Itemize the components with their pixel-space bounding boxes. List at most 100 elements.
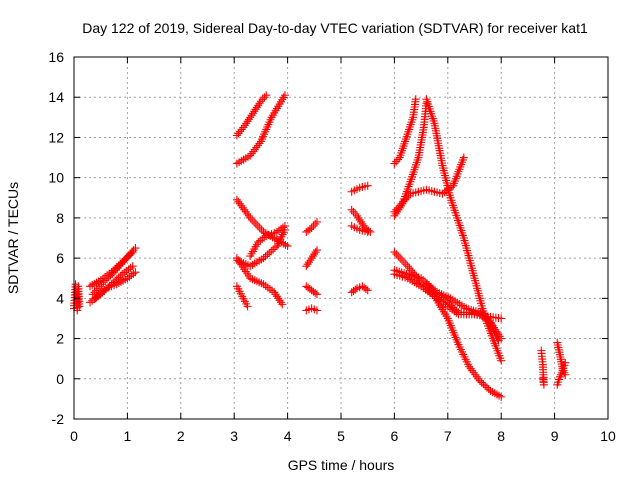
data-point-f4 [429,284,438,293]
data-point-b3 [248,215,257,224]
data-point-b7 [276,224,285,233]
data-point-a4 [108,269,117,278]
y-tick-label: 4 [56,290,64,306]
data-point-d4 [363,286,372,295]
data-point-c4 [312,306,321,315]
data-point-b5 [270,288,279,297]
data-point-f3 [450,305,459,314]
data-point-b1 [236,127,245,136]
y-tick-label: 0 [56,371,64,387]
data-point-f2 [392,250,401,259]
x-tick-label: 9 [551,428,559,444]
data-point-d2 [347,205,356,214]
data-point-b3 [237,201,246,210]
x-tick-label: 3 [230,428,238,444]
data-point-f2 [398,256,407,265]
data-point-f2 [474,374,483,383]
x-tick-label: 1 [124,428,132,444]
x-axis-label: GPS time / hours [288,457,395,473]
data-point-e4 [399,197,408,206]
data-point-f3 [449,303,458,312]
data-point-b4 [261,252,270,261]
data-point-b7 [272,227,281,236]
data-point-f3 [447,301,456,310]
data-point-b1 [243,117,252,126]
data-point-f4 [431,286,440,295]
data-point-e1 [392,157,401,166]
data-point-f2 [481,381,490,390]
data-point-b1 [256,97,265,106]
data-point-b3 [253,221,262,230]
data-point-b3 [244,211,253,220]
x-tick-label: 8 [497,428,505,444]
y-tick-label: 10 [48,170,64,186]
data-point-a5 [129,269,138,278]
data-point-d4 [351,285,360,294]
y-axis: -2 0 2 4 6 8 10 12 14 16 [48,49,608,427]
data-point-f3 [452,306,461,315]
data-point-a4 [131,244,140,253]
data-point-b3 [250,217,259,226]
data-point-b4 [259,254,268,263]
data-point-b3 [240,205,249,214]
data-point-b2 [253,141,262,150]
data-point-d2 [351,209,360,218]
data-point-g3 [555,372,564,381]
x-tick-label: 6 [391,428,399,444]
data-point-a5 [127,271,136,280]
data-point-e4 [401,195,410,204]
data-point-a4 [120,256,129,265]
data-point-b2 [247,149,256,158]
data-point-b1 [248,109,257,118]
y-tick-label: 12 [48,129,64,145]
data-point-b3 [255,223,264,232]
data-point-b4 [271,243,280,252]
data-point-f2 [468,366,477,375]
data-point-b4 [267,247,276,256]
data-point-a5 [96,289,105,298]
data-point-a5 [100,285,109,294]
x-tick-label: 7 [444,428,452,444]
data-point-d1 [363,181,372,190]
data-point-d2 [354,213,363,222]
data-point-f2 [399,258,408,267]
x-axis: 0 1 2 3 4 5 6 7 8 9 10 [70,57,616,444]
data-point-f2 [477,378,486,387]
data-point-b5 [276,298,285,307]
data-point-e4 [390,207,399,216]
y-tick-label: 6 [56,250,64,266]
data-point-b3 [234,197,243,206]
data-point-b1 [240,121,249,130]
y-tick-label: 16 [48,49,64,65]
data-point-f3 [445,300,454,309]
data-point-c2 [304,258,313,267]
x-tick-label: 5 [337,428,345,444]
data-point-c2 [303,260,312,269]
data-point-b3 [251,219,260,228]
data-point-b2 [280,91,289,100]
data-point-d2 [357,217,366,226]
data-point-a4 [117,260,126,269]
data-point-b3 [257,225,266,234]
data-point-b2 [255,139,264,148]
data-point-b3 [243,209,252,218]
data-point-c1 [307,223,316,232]
data-point-d2 [349,207,358,216]
data-point-a4 [129,246,138,255]
data-point-b2 [249,147,258,156]
data-point-b2 [252,143,261,152]
data-point-c1 [309,221,318,230]
data-point-f4 [423,279,432,288]
x-tick-label: 0 [70,428,78,444]
data-point-e4 [393,203,402,212]
y-tick-label: 8 [56,210,64,226]
data-point-a3 [116,271,125,280]
data-point-b3 [283,242,292,251]
data-point-a4 [122,254,131,263]
data-point-c2 [311,248,320,257]
x-tick-label: 4 [284,428,292,444]
data-point-d4 [361,284,370,293]
data-point-b4 [263,250,272,259]
data-point-g1 [538,374,547,383]
data-point-a4 [113,264,122,273]
